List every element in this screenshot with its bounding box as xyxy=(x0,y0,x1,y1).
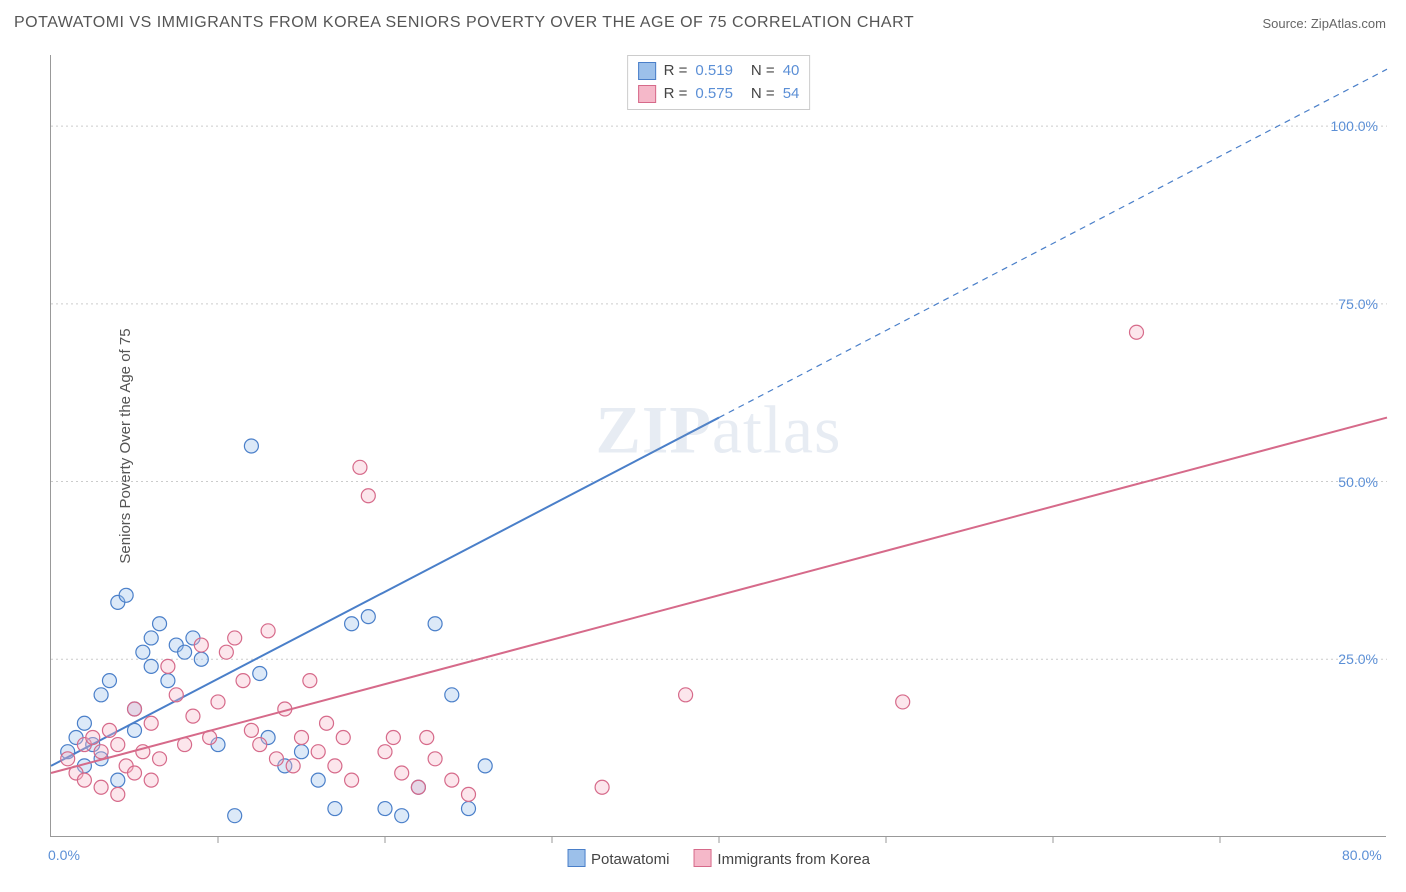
legend-swatch xyxy=(693,849,711,867)
r-value: 0.575 xyxy=(695,83,733,106)
x-axis-max-label: 80.0% xyxy=(1342,847,1382,863)
source-link[interactable]: ZipAtlas.com xyxy=(1311,16,1386,31)
series-name: Potawatomi xyxy=(591,851,669,868)
n-value: 40 xyxy=(783,60,800,83)
r-label: R = xyxy=(664,60,688,83)
r-label: R = xyxy=(664,83,688,106)
correlation-legend-row: R = 0.519 N = 40 xyxy=(638,60,800,83)
n-label: N = xyxy=(751,83,775,106)
series-legend-item: Immigrants from Korea xyxy=(693,849,870,868)
chart-container: POTAWATOMI VS IMMIGRANTS FROM KOREA SENI… xyxy=(0,0,1406,892)
y-grid-label: 100.0% xyxy=(1331,118,1378,134)
source-attribution: Source: ZipAtlas.com xyxy=(1262,16,1386,31)
series-name: Immigrants from Korea xyxy=(717,851,870,868)
chart-title: POTAWATOMI VS IMMIGRANTS FROM KOREA SENI… xyxy=(14,14,914,32)
correlation-legend-row: R = 0.575 N = 54 xyxy=(638,83,800,106)
source-prefix: Source: xyxy=(1262,16,1310,31)
legend-swatch xyxy=(638,62,656,80)
x-axis-origin-label: 0.0% xyxy=(48,847,80,863)
legend-swatch xyxy=(638,85,656,103)
y-grid-label: 75.0% xyxy=(1338,296,1378,312)
y-grid-label: 50.0% xyxy=(1338,474,1378,490)
plot-svg xyxy=(51,55,1386,836)
series-legend: Potawatomi Immigrants from Korea xyxy=(567,849,870,868)
n-value: 54 xyxy=(783,83,800,106)
correlation-legend: R = 0.519 N = 40 R = 0.575 N = 54 xyxy=(627,55,811,110)
legend-swatch xyxy=(567,849,585,867)
series-legend-item: Potawatomi xyxy=(567,849,669,868)
y-grid-label: 25.0% xyxy=(1338,651,1378,667)
n-label: N = xyxy=(751,60,775,83)
r-value: 0.519 xyxy=(695,60,733,83)
plot-area: ZIPatlas R =0.519N =40R =0.575N =54 Pota… xyxy=(50,55,1386,837)
